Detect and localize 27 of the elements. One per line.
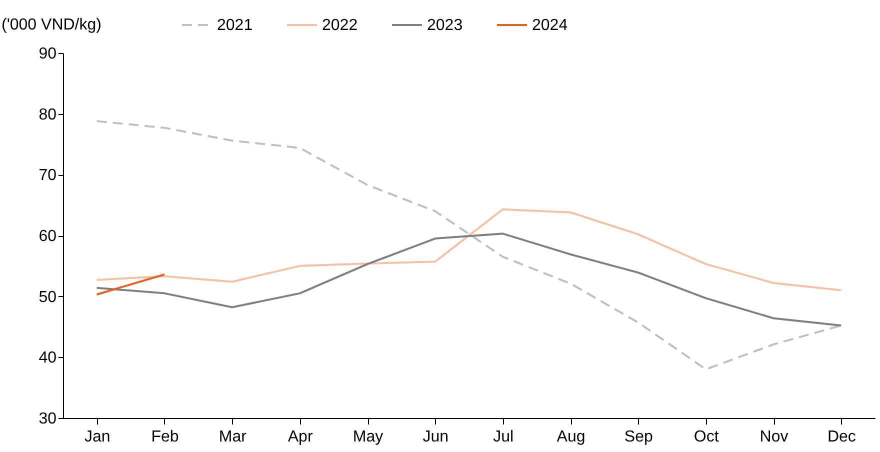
- x-tick-label: Jul: [493, 428, 514, 446]
- line-series: [96, 232, 842, 327]
- x-tick-label: Dec: [827, 428, 856, 446]
- y-tick-label: 60: [38, 228, 57, 245]
- legend-label: 2023: [427, 17, 463, 34]
- line-series: [96, 120, 842, 370]
- x-tick-label: Oct: [694, 428, 720, 446]
- x-tick-label: Apr: [288, 428, 314, 446]
- x-tick-label: Jan: [84, 428, 110, 446]
- y-tick-label: 40: [38, 350, 57, 367]
- y-tick-label: 80: [38, 106, 57, 124]
- x-tick-label: Sep: [624, 428, 654, 446]
- y-tick-label: 70: [38, 167, 57, 184]
- y-tick-label: 90: [38, 46, 57, 62]
- legend-label: 2022: [322, 17, 358, 34]
- x-tick-label: Mar: [218, 428, 248, 446]
- x-tick-label: Feb: [151, 428, 179, 446]
- x-tick-label: May: [352, 428, 384, 446]
- y-tick-label: 50: [38, 288, 57, 306]
- legend-label: 2021: [217, 17, 253, 34]
- line-series: [96, 208, 842, 292]
- x-tick-label: Aug: [556, 428, 586, 446]
- y-tick-label: 30: [38, 410, 57, 428]
- legend-label: 2024: [532, 17, 568, 34]
- y-axis-title: ('000 VND/kg): [2, 16, 102, 34]
- x-tick-label: Jun: [422, 428, 449, 446]
- x-tick-label: Nov: [760, 428, 788, 446]
